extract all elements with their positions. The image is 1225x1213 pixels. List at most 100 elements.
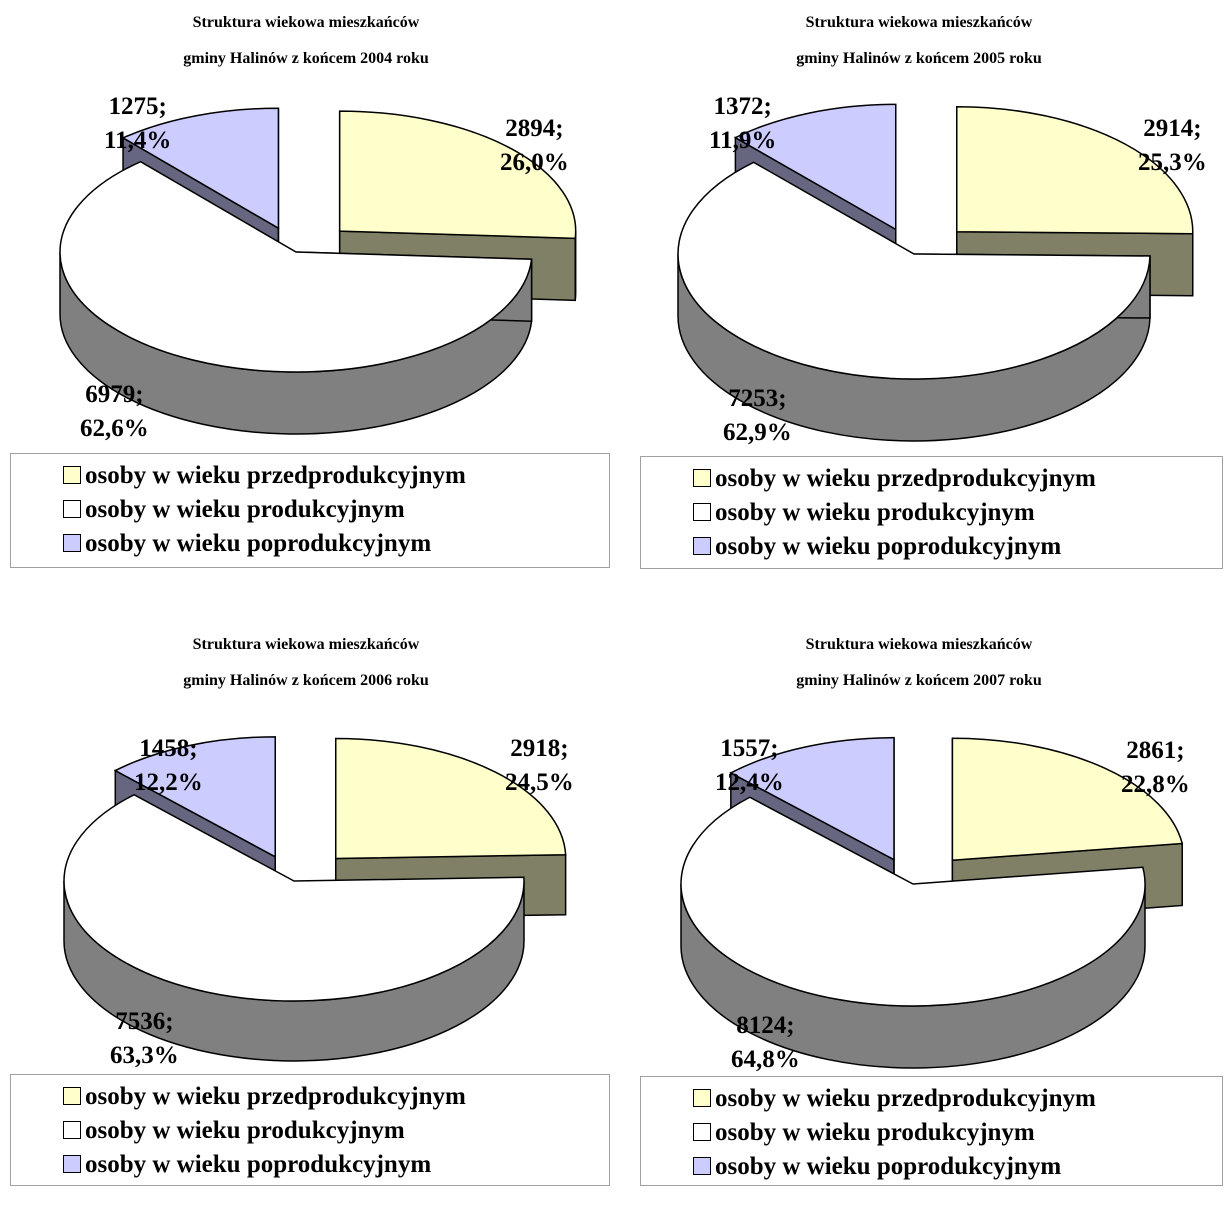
legend-item-poprodukcyjnym: osoby w wieku poprodukcyjnym (693, 531, 1061, 563)
pie-slice-poprodukcyjnym (113, 736, 276, 859)
legend-swatch (693, 1089, 711, 1107)
label-poprodukcyjnym: 1372; 11,9% (709, 90, 776, 158)
legend-label: osoby w wieku produkcyjnym (85, 1117, 405, 1144)
label-value: 1557; (720, 735, 779, 762)
label-przedprodukcyjnym: 2918; 24,5% (505, 732, 574, 800)
pie-chart-svg (63, 736, 567, 1062)
legend-swatch (63, 466, 81, 484)
label-value: 7536; (115, 1008, 174, 1035)
label-percent: 11,9% (709, 127, 777, 154)
pie-chart-svg (680, 736, 1184, 1069)
legend-label: osoby w wieku przedprodukcyjnym (715, 1085, 1096, 1112)
label-percent: 26,0% (500, 149, 569, 176)
legend-swatch (63, 1155, 81, 1173)
label-value: 1372; (713, 93, 772, 120)
chart-title-line2: gminy Halinów z końcem 2006 roku (183, 672, 429, 689)
legend-item-produkcyjnym: osoby w wieku produkcyjnym (693, 497, 1035, 529)
label-percent: 25,3% (1138, 149, 1207, 176)
label-percent: 22,8% (1121, 771, 1190, 798)
legend-label: osoby w wieku poprodukcyjnym (85, 530, 432, 557)
label-value: 8124; (736, 1012, 795, 1039)
label-percent: 62,9% (723, 419, 792, 446)
chart-title-line1: Struktura wiekowa mieszkańców (805, 14, 1033, 31)
label-poprodukcyjnym: 1275; 11,4% (104, 90, 171, 158)
chart-panel-2005: Struktura wiekowa mieszkańców gminy Hali… (613, 0, 1225, 591)
pie-slice-produkcyjnym (59, 160, 533, 373)
label-przedprodukcyjnym: 2894; 26,0% (500, 112, 569, 180)
legend-label: osoby w wieku przedprodukcyjnym (85, 1083, 466, 1110)
legend-swatch (63, 500, 81, 518)
chart-title-line2: gminy Halinów z końcem 2007 roku (796, 672, 1042, 689)
pie-slice-produkcyjnym (677, 161, 1151, 380)
legend-item-przedprodukcyjnym: osoby w wieku przedprodukcyjnym (63, 1081, 466, 1113)
chart-panel-2006: Struktura wiekowa mieszkańców gminy Hali… (0, 622, 612, 1213)
label-produkcyjnym: 7253; 62,9% (723, 382, 792, 450)
label-percent: 12,4% (715, 769, 784, 796)
label-przedprodukcyjnym: 2914; 25,3% (1138, 112, 1207, 180)
label-produkcyjnym: 6979; 62,6% (80, 378, 149, 446)
label-value: 1458; (139, 735, 198, 762)
label-value: 7253; (728, 385, 787, 412)
legend-item-przedprodukcyjnym: osoby w wieku przedprodukcyjnym (63, 460, 466, 492)
legend-label: osoby w wieku przedprodukcyjnym (85, 462, 466, 489)
chart-panel-2007: Struktura wiekowa mieszkańców gminy Hali… (613, 622, 1225, 1213)
label-percent: 24,5% (505, 769, 574, 796)
chart-panel-2004: Struktura wiekowa mieszkańców gminy Hali… (0, 0, 612, 591)
label-value: 6979; (85, 381, 144, 408)
legend-label: osoby w wieku produkcyjnym (85, 496, 405, 523)
legend-item-poprodukcyjnym: osoby w wieku poprodukcyjnym (693, 1151, 1061, 1183)
legend-swatch (63, 534, 81, 552)
chart-title-line2: gminy Halinów z końcem 2004 roku (183, 50, 429, 67)
legend-item-poprodukcyjnym: osoby w wieku poprodukcyjnym (63, 1149, 431, 1181)
legend-swatch (693, 1123, 711, 1141)
pie-slice-przedprodukcyjnym (335, 737, 567, 860)
legend-swatch (63, 1121, 81, 1139)
legend-label: osoby w wieku produkcyjnym (715, 1119, 1035, 1146)
chart-title-line1: Struktura wiekowa mieszkańców (192, 636, 420, 653)
label-poprodukcyjnym: 1557; 12,4% (715, 732, 784, 800)
legend-item-produkcyjnym: osoby w wieku produkcyjnym (693, 1117, 1035, 1149)
label-przedprodukcyjnym: 2861; 22,8% (1121, 734, 1190, 802)
chart-title-line1: Struktura wiekowa mieszkańców (192, 14, 420, 31)
pie-slice-poprodukcyjnym (121, 107, 280, 230)
label-percent: 63,3% (110, 1042, 179, 1069)
chart-title-line1: Struktura wiekowa mieszkańców (805, 636, 1033, 653)
pie-slice-produkcyjnym (63, 793, 525, 1002)
label-produkcyjnym: 7536; 63,3% (110, 1005, 179, 1073)
legend-item-poprodukcyjnym: osoby w wieku poprodukcyjnym (63, 528, 431, 560)
label-produkcyjnym: 8124; 64,8% (731, 1009, 800, 1077)
label-percent: 12,2% (134, 769, 203, 796)
label-percent: 64,8% (731, 1046, 800, 1073)
legend-swatch (693, 1157, 711, 1175)
label-value: 2918; (510, 735, 569, 762)
chart-legend: osoby w wieku przedprodukcyjnym osoby w … (640, 456, 1223, 569)
pie-chart-svg (677, 103, 1194, 442)
chart-legend: osoby w wieku przedprodukcyjnym osoby w … (10, 453, 610, 568)
legend-swatch (63, 1087, 81, 1105)
label-value: 2861; (1126, 737, 1185, 764)
label-percent: 62,6% (80, 415, 149, 442)
label-value: 2914; (1143, 115, 1202, 142)
label-percent: 11,4% (104, 127, 172, 154)
legend-item-produkcyjnym: osoby w wieku produkcyjnym (63, 1115, 405, 1147)
chart-legend: osoby w wieku przedprodukcyjnym osoby w … (640, 1076, 1223, 1186)
pie-slice-poprodukcyjnym (729, 736, 895, 861)
label-value: 1275; (108, 93, 167, 120)
legend-item-przedprodukcyjnym: osoby w wieku przedprodukcyjnym (693, 463, 1096, 495)
pie-slice-przedprodukcyjnym (956, 105, 1194, 235)
legend-item-produkcyjnym: osoby w wieku produkcyjnym (63, 494, 405, 526)
legend-label: osoby w wieku poprodukcyjnym (715, 533, 1062, 560)
legend-label: osoby w wieku poprodukcyjnym (85, 1151, 432, 1178)
label-value: 2894; (505, 115, 564, 142)
chart-title-line2: gminy Halinów z końcem 2005 roku (796, 50, 1042, 67)
legend-swatch (693, 469, 711, 487)
legend-label: osoby w wieku poprodukcyjnym (715, 1153, 1062, 1180)
chart-legend: osoby w wieku przedprodukcyjnym osoby w … (10, 1074, 610, 1186)
pie-slice-produkcyjnym (680, 796, 1146, 1007)
legend-swatch (693, 537, 711, 555)
legend-label: osoby w wieku produkcyjnym (715, 499, 1035, 526)
pie-chart-svg (59, 107, 577, 435)
pie-slice-przedprodukcyjnym (338, 110, 577, 240)
legend-item-przedprodukcyjnym: osoby w wieku przedprodukcyjnym (693, 1083, 1096, 1115)
legend-swatch (693, 503, 711, 521)
